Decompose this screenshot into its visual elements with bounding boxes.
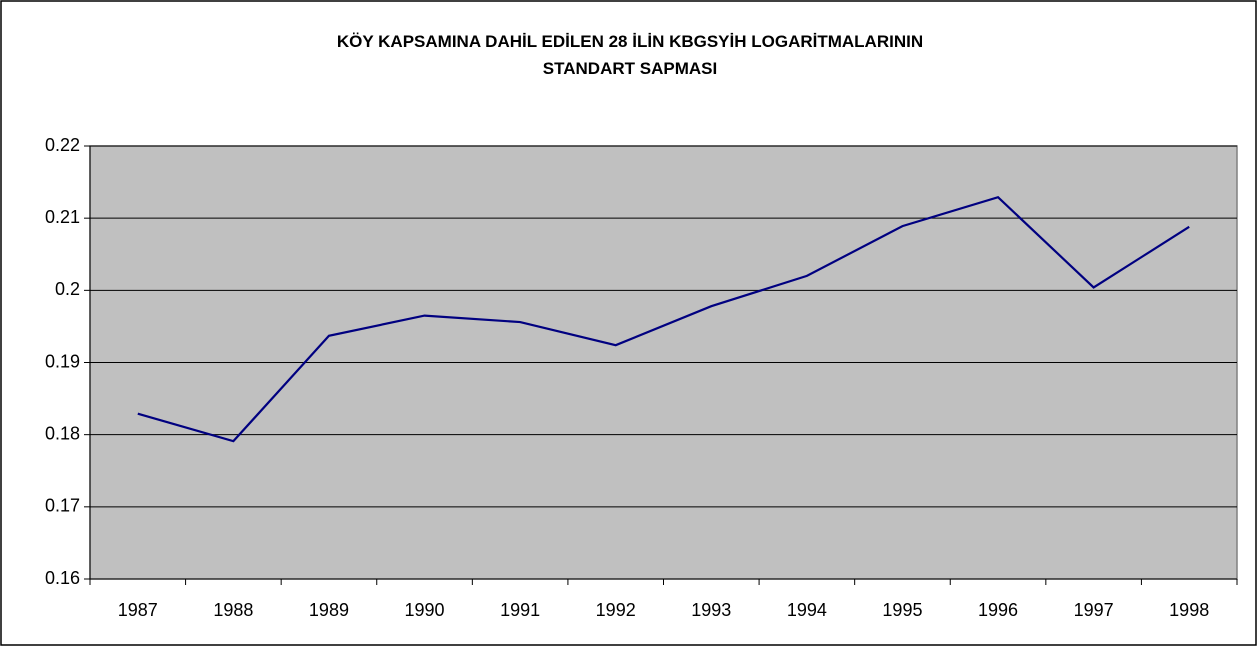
data-line [137,196,1190,443]
y-tick-label: 0.18 [45,423,80,443]
x-tick-label: 1987 [118,600,158,620]
x-tick-label: 1993 [691,600,731,620]
chart-title: KÖY KAPSAMINA DAHİL EDİLEN 28 İLİN KBGSY… [336,32,924,78]
y-tick-label: 0.19 [45,351,80,371]
x-tick-label: 1995 [882,600,922,620]
y-tick-label: 0.17 [45,496,80,516]
x-tick-label: 1989 [309,600,349,620]
x-tick-label: 1988 [213,600,253,620]
x-tick-label: 1998 [1169,600,1209,620]
x-tick-label: 1990 [405,600,445,620]
x-tick-label: 1994 [787,600,827,620]
x-tick-label: 1992 [596,600,636,620]
x-tick-label: 1991 [500,600,540,620]
x-tick-label: 1997 [1074,600,1114,620]
y-tick-label: 0.2 [55,279,80,299]
y-tick-label: 0.22 [45,135,80,155]
y-tick-label: 0.21 [45,207,80,227]
y-tick-label: 0.16 [45,568,80,588]
x-tick-label: 1996 [978,600,1018,620]
